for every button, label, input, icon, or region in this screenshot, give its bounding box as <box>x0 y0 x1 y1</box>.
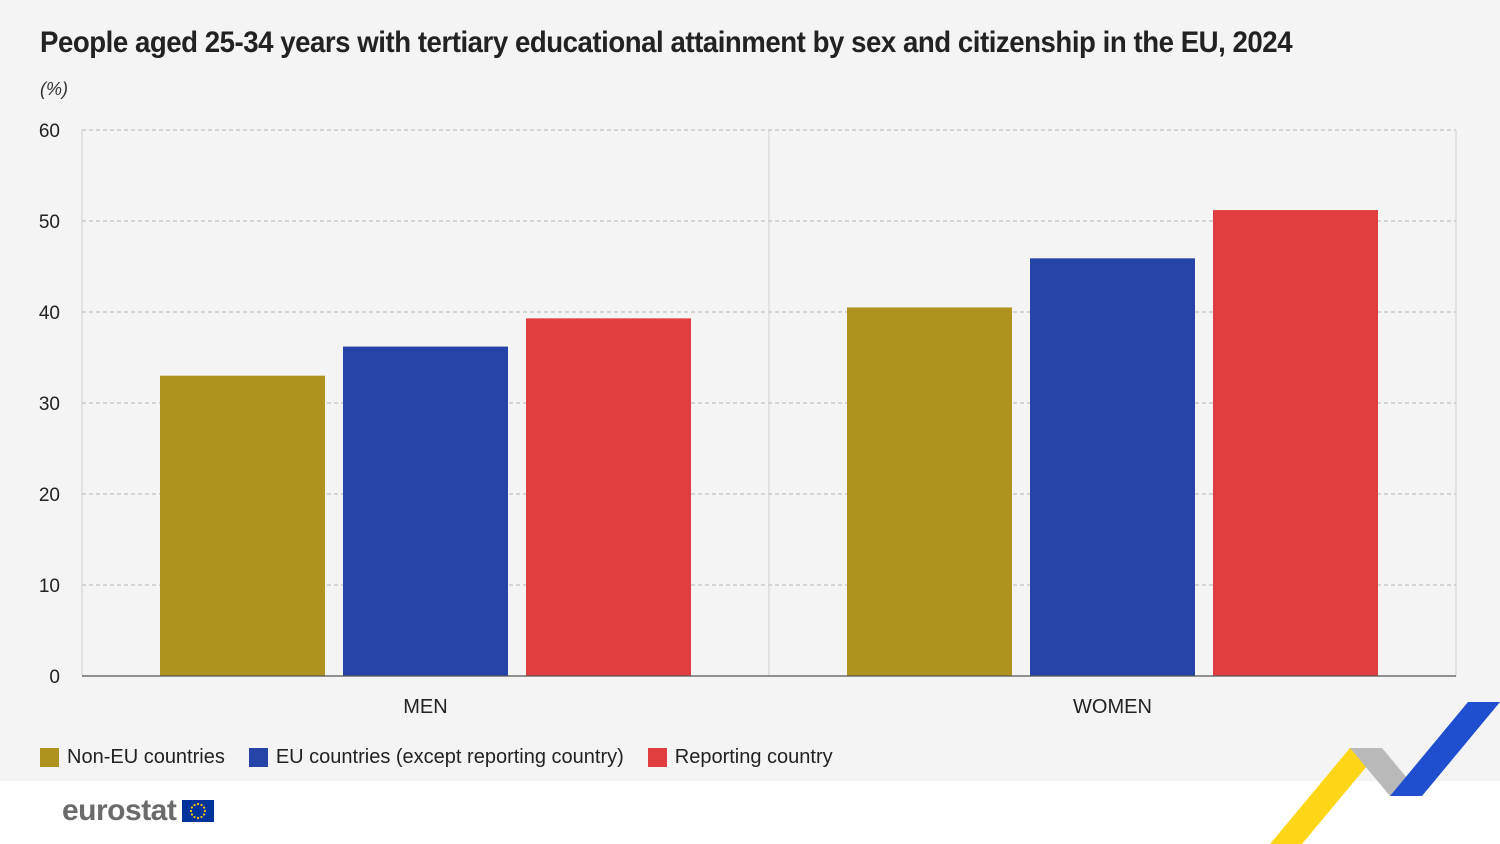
flag-star <box>191 806 194 809</box>
y-tick-label: 50 <box>39 212 60 233</box>
flag-star <box>191 813 194 816</box>
axes: 0 10 20 30 40 50 60 MEN WOMEN <box>39 121 1457 718</box>
decorative-ribbon-icon <box>1270 702 1500 844</box>
flag-star <box>200 803 203 807</box>
eurostat-logo: eurostat <box>62 794 215 828</box>
x-category-label: WOMEN <box>1073 696 1152 718</box>
legend-swatch <box>647 748 667 767</box>
bar-women-1 <box>1030 258 1195 676</box>
bar-women-0 <box>847 307 1012 676</box>
legend-label: EU countries (except reporting country) <box>275 746 624 768</box>
bar-men-2 <box>526 318 691 676</box>
footer <box>0 781 1500 844</box>
y-tick-label: 20 <box>39 485 60 506</box>
legend-swatch <box>40 748 59 767</box>
flag-star <box>204 809 207 813</box>
flag-star <box>190 809 193 813</box>
bar-chart: 0 10 20 30 40 50 60 MEN WOMEN <box>39 121 1457 718</box>
eu-flag-icon <box>182 800 215 822</box>
y-tick-label: 30 <box>39 394 60 415</box>
flag-star <box>203 813 206 816</box>
legend-swatch <box>248 748 268 767</box>
y-tick-label: 60 <box>39 121 60 142</box>
legend-item-2: Reporting country <box>647 746 833 769</box>
flag-star <box>197 802 200 806</box>
legend-item-1: EU countries (except reporting country) <box>248 746 624 769</box>
y-tick-label: 40 <box>39 303 60 324</box>
flag-star <box>193 803 196 807</box>
legend-label: Non-EU countries <box>67 746 225 768</box>
chart-title: People aged 25-34 years with tertiary ed… <box>40 26 1293 59</box>
y-tick-label: 0 <box>49 667 60 688</box>
legend-label: Reporting country <box>674 746 833 768</box>
legend: Non-EU countries EU countries (except rep… <box>40 746 833 769</box>
legend-item-0: Non-EU countries <box>40 746 225 769</box>
y-tick-label: 10 <box>39 576 60 597</box>
logo-text: eurostat <box>62 794 177 827</box>
unit-label: (%) <box>40 79 68 99</box>
bars <box>160 210 1378 676</box>
bar-men-1 <box>343 346 508 676</box>
bar-women-2 <box>1213 210 1378 676</box>
flag-star <box>197 816 200 820</box>
flag-star <box>200 815 203 819</box>
flag-star <box>193 815 196 819</box>
flag-star <box>203 806 206 809</box>
bar-men-0 <box>160 375 325 676</box>
x-category-label: MEN <box>403 696 447 718</box>
